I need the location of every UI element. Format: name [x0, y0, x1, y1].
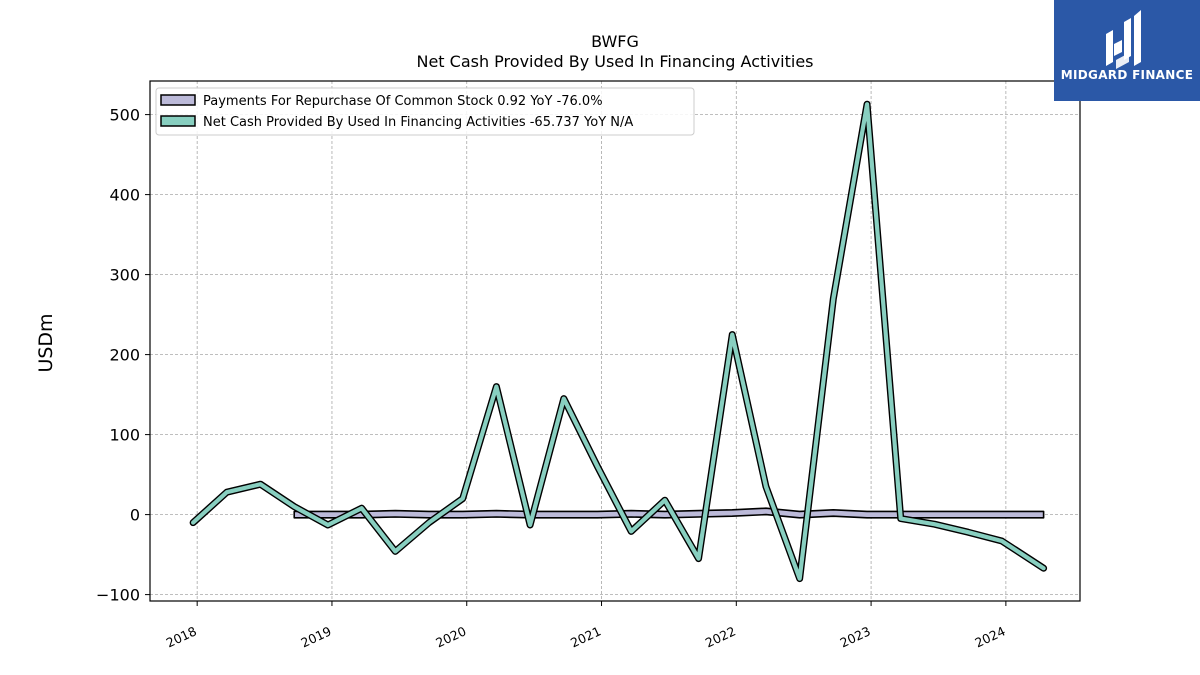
- chart-subtitle: Net Cash Provided By Used In Financing A…: [416, 52, 814, 71]
- brand-logo-text: MIDGARD FINANCE: [1060, 68, 1194, 82]
- x-tick-label: 2021: [568, 623, 603, 650]
- y-tick-label: −100: [96, 586, 140, 605]
- legend-swatch: [160, 115, 196, 127]
- brand-mark-icon: [1106, 10, 1141, 69]
- y-tick-label: 400: [109, 186, 140, 205]
- legend-entry: Net Cash Provided By Used In Financing A…: [203, 115, 633, 130]
- y-tick-label: 300: [109, 266, 140, 285]
- brand-logo: MIDGARD FINANCE: [1054, 0, 1200, 101]
- x-tick-label: 2024: [972, 623, 1007, 650]
- x-tick-label: 2022: [703, 623, 738, 650]
- financing-series-line: [191, 102, 1046, 581]
- chart-marks: [189, 100, 1048, 583]
- x-tick-label: 2019: [298, 623, 333, 650]
- legend-swatch: [160, 94, 196, 106]
- plot-frame: [149, 80, 1081, 602]
- legend-entry: Payments For Repurchase Of Common Stock …: [203, 94, 603, 109]
- chart-title: BWFG: [591, 32, 639, 51]
- y-tick-label: 0: [130, 506, 140, 525]
- legend: Payments For Repurchase Of Common Stock …: [155, 87, 695, 136]
- x-tick-label: 2020: [433, 623, 468, 650]
- y-tick-label: 500: [109, 106, 140, 125]
- legend-box: [155, 87, 695, 136]
- y-axis-label: USDm: [35, 313, 57, 373]
- x-tick-label: 2018: [164, 623, 199, 650]
- x-tick-label: 2023: [838, 623, 873, 650]
- y-tick-label: 200: [109, 346, 140, 365]
- y-tick-label: 100: [109, 426, 140, 445]
